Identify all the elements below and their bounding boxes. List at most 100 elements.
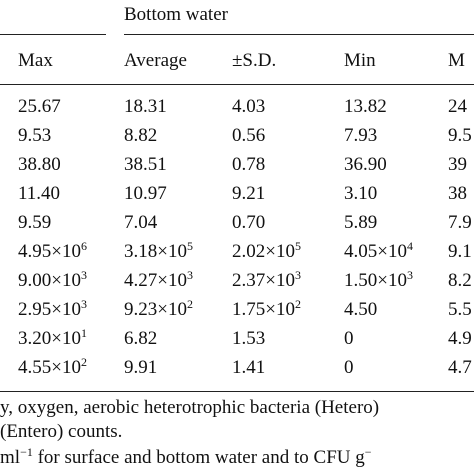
column-header-4: M (448, 50, 465, 71)
cell-exponent: 2 (294, 297, 301, 311)
group-header-bottom-water: Bottom water (124, 4, 228, 25)
cell-value: 9.23×10 (124, 299, 187, 320)
cell-value: 0 (344, 357, 354, 378)
footnote-exponent: −1 (20, 445, 33, 459)
footnote-line-3: ml−1 for surface and bottom water and to… (0, 445, 372, 469)
table-cell: 6.82 (124, 328, 157, 350)
table-cell: 2.95×103 (18, 297, 87, 321)
table-cell: 7.9 (448, 212, 472, 234)
table-cell: 38 (448, 183, 467, 205)
cell-exponent: 3 (294, 268, 301, 282)
cell-value: 4.03 (232, 96, 266, 117)
table-cell: 4.27×103 (124, 269, 193, 292)
cell-exponent: 5 (294, 239, 301, 253)
column-header-2: ±S.D. (232, 50, 277, 71)
cell-value: 1.53 (232, 328, 266, 349)
cell-value: 2.95×10 (18, 299, 81, 320)
table-cell: 0.56 (232, 125, 265, 147)
cell-value: 25.67 (18, 96, 61, 117)
table-cell: 1.75×102 (232, 297, 301, 321)
table-cell: 1.50×103 (344, 269, 413, 292)
cell-value: 0 (344, 328, 354, 349)
table-cell: 9.00×103 (18, 268, 87, 292)
table-cell: 8.82 (124, 125, 157, 147)
cell-value: 1.75×10 (232, 299, 295, 320)
cell-value: 4.27×10 (124, 270, 187, 291)
table-cell: 4.9 (448, 328, 472, 350)
cell-exponent: 3 (80, 297, 87, 311)
table-cell: 1.53 (232, 328, 265, 350)
cell-value: 36.90 (344, 154, 387, 175)
cell-exponent: 2 (186, 297, 193, 311)
table-cell: 3.18×105 (124, 239, 193, 263)
column-header-1: Average (124, 50, 187, 71)
cell-value: 4.55×10 (18, 357, 81, 378)
cell-value: 9.00×10 (18, 270, 81, 291)
table-cell: 2.37×103 (232, 268, 301, 292)
footnote-text: for surface and bottom water and to CFU … (32, 447, 365, 468)
table-cell: 4.55×102 (18, 355, 87, 379)
table-cell: 25.67 (18, 96, 61, 118)
cell-value: 7.9 (448, 212, 472, 233)
footnote-exponent-2: − (364, 445, 372, 459)
table-cell: 7.93 (344, 125, 377, 147)
cell-value: 7.04 (124, 212, 158, 233)
cell-value: 9.5 (448, 125, 472, 146)
cell-value: 9.91 (124, 357, 158, 378)
cell-exponent: 6 (80, 239, 87, 253)
table-cell: 9.91 (124, 357, 157, 379)
cell-exponent: 5 (186, 239, 193, 253)
cell-value: 13.82 (344, 96, 387, 117)
cell-value: 6.82 (124, 328, 158, 349)
table-cell: 5.5 (448, 299, 472, 321)
table-cell: 11.40 (18, 183, 60, 205)
table-cell: 4.03 (232, 96, 265, 118)
footnote-line-1: y, oxygen, aerobic heterotrophic bacteri… (0, 397, 380, 418)
table-cell: 2.02×105 (232, 239, 301, 263)
cell-value: 8.82 (124, 125, 158, 146)
table-cell: 10.97 (124, 183, 167, 205)
cell-value: 4.05×10 (344, 241, 407, 262)
table-cell: 7.04 (124, 212, 157, 234)
cell-exponent: 3 (80, 268, 87, 282)
table-cell: 9.53 (18, 125, 51, 147)
table-cell: 4.95×106 (18, 239, 87, 263)
cell-value: 9.1 (448, 241, 472, 262)
table-cell: 4.50 (344, 299, 377, 321)
header-rule (0, 84, 474, 85)
table-cell: 0.78 (232, 154, 265, 176)
cell-value: 8.2 (448, 270, 472, 291)
cell-value: 38.80 (18, 154, 61, 175)
table-cell: 36.90 (344, 154, 387, 176)
table-cell: 9.1 (448, 241, 472, 263)
cell-value: 1.41 (232, 357, 266, 378)
cell-value: 24 (448, 96, 467, 117)
cell-value: 2.02×10 (232, 241, 295, 262)
table-cell: 9.23×102 (124, 297, 193, 321)
cell-value: 3.20×10 (18, 328, 81, 349)
table-cell: 9.21 (232, 183, 265, 205)
column-header-0: Max (18, 50, 53, 71)
table-cell: 5.89 (344, 212, 377, 234)
column-header-3: Min (344, 50, 376, 71)
table-cell: 8.2 (448, 270, 472, 292)
cell-value: 10.97 (124, 183, 167, 204)
cell-value: 9.59 (18, 212, 52, 233)
table-cell: 3.10 (344, 183, 377, 205)
top-rule-left (0, 34, 106, 35)
cell-value: 4.50 (344, 299, 378, 320)
cell-exponent: 2 (80, 355, 87, 369)
cell-value: 7.93 (344, 125, 378, 146)
cell-value: 9.53 (18, 125, 52, 146)
cell-exponent: 4 (406, 239, 413, 253)
cell-value: 38 (448, 183, 467, 204)
table-cell: 0 (344, 328, 354, 350)
cell-value: 39 (448, 154, 467, 175)
table-cell: 24 (448, 96, 467, 118)
cell-exponent: 1 (80, 326, 87, 340)
cell-value: 9.21 (232, 183, 266, 204)
cell-value: 18.31 (124, 96, 167, 117)
table-cell: 4.05×104 (344, 239, 413, 263)
table-cell: 13.82 (344, 96, 387, 118)
cell-value: 5.89 (344, 212, 378, 233)
